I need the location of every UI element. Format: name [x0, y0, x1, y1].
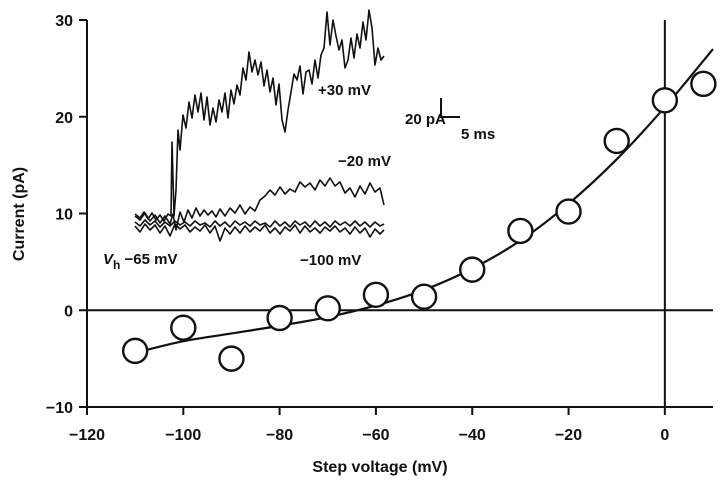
- x-tick-label: −20: [555, 427, 582, 444]
- data-markers: [121, 70, 717, 372]
- label-holding-potential: Vh −65 mV: [103, 251, 177, 272]
- x-ticks: −120 −100 −80 −60 −40 −20 0: [69, 407, 669, 444]
- inset-traces: [134, 9, 385, 242]
- holding-value: −65 mV: [120, 251, 177, 268]
- data-point: [314, 295, 341, 322]
- x-tick-label: 0: [660, 427, 669, 444]
- x-axis-title: Step voltage (mV): [312, 459, 447, 476]
- data-point: [410, 283, 438, 310]
- label-minus100mV: −100 mV: [300, 252, 361, 269]
- data-point: [459, 256, 486, 283]
- data-point: [651, 87, 679, 114]
- y-axis-title: Current (pA): [11, 167, 28, 261]
- holding-subscript: h: [113, 258, 120, 272]
- trace-holding: [134, 219, 385, 228]
- data-point: [507, 217, 534, 245]
- label-plus30mV: +30 mV: [318, 82, 371, 99]
- y-ticks: −10 0 10 20 30: [46, 13, 87, 417]
- label-minus20mV: −20 mV: [338, 153, 391, 170]
- trace-minus20mV: [134, 177, 385, 231]
- data-point: [555, 198, 582, 225]
- trace-plus30mV: [134, 9, 385, 222]
- y-tick-label: 10: [55, 207, 73, 224]
- y-tick-label: 30: [55, 13, 73, 30]
- data-point: [121, 337, 149, 365]
- y-tick-label: −10: [46, 400, 73, 417]
- holding-v-symbol: V: [103, 251, 115, 268]
- data-point: [603, 127, 630, 155]
- trace-minus100mV: [134, 223, 385, 242]
- x-tick-label: −100: [165, 427, 201, 444]
- x-tick-label: −80: [266, 427, 293, 444]
- x-tick-label: −40: [459, 427, 486, 444]
- scale-bar-time-label: 5 ms: [461, 126, 495, 143]
- data-point: [690, 70, 717, 98]
- y-tick-label: 0: [64, 303, 73, 320]
- data-point: [362, 281, 390, 308]
- scale-bar-lines: [440, 98, 460, 118]
- data-point: [170, 314, 197, 341]
- scale-bar-current-label: 20 pA: [405, 111, 446, 128]
- x-tick-label: −120: [69, 427, 105, 444]
- scale-bar: 20 pA 5 ms: [405, 98, 495, 143]
- data-point: [266, 304, 293, 332]
- y-tick-label: 20: [55, 110, 73, 127]
- data-point: [218, 345, 245, 372]
- x-tick-label: −60: [362, 427, 389, 444]
